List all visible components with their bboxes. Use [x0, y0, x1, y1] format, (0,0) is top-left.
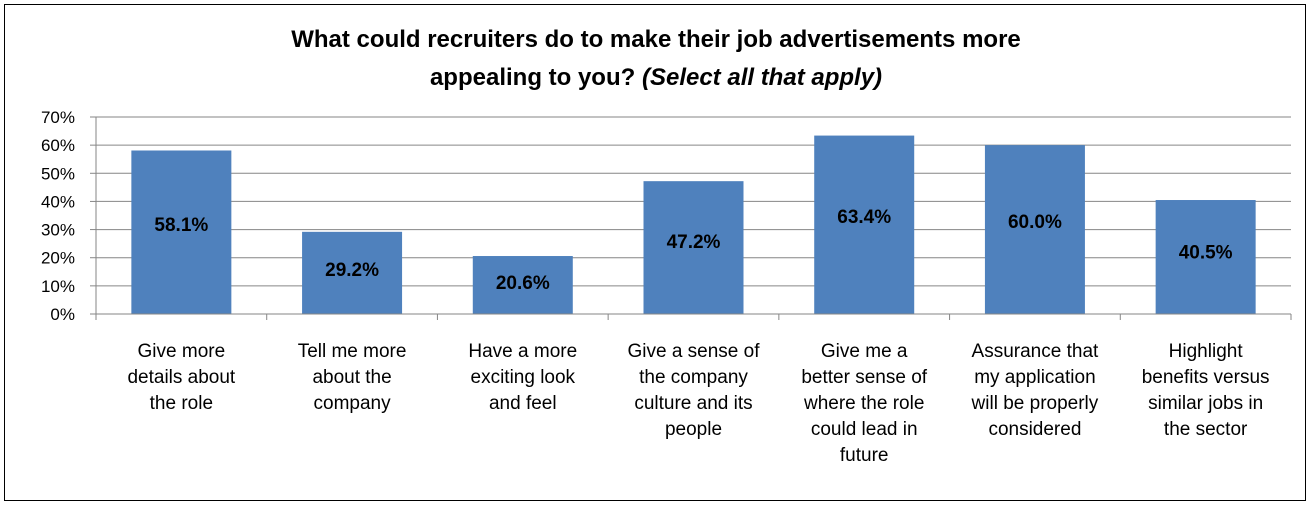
bar	[814, 135, 915, 314]
x-category-label: and feel	[489, 393, 557, 414]
y-tick-label: 50%	[41, 164, 75, 183]
x-category-label: the company	[639, 367, 748, 388]
x-category-label: Give more	[138, 341, 226, 362]
x-category-label: future	[840, 445, 889, 466]
chart-title-line-2: appealing to you? (Select all that apply…	[430, 64, 882, 91]
x-category-label: benefits versus	[1142, 367, 1270, 388]
data-label: 60.0%	[1008, 212, 1062, 233]
x-category-label: Have a more	[468, 341, 577, 362]
data-label: 29.2%	[325, 260, 379, 281]
y-tick-label: 40%	[41, 192, 75, 211]
bar	[302, 231, 403, 314]
x-category-label: Give me a	[821, 341, 908, 362]
x-category-label: my application	[974, 367, 1095, 388]
y-tick-label: 60%	[41, 136, 75, 155]
chart-svg: What could recruiters do to make their j…	[41, 26, 1292, 466]
chart-subtitle: (Select all that apply)	[642, 64, 882, 91]
data-label: 47.2%	[667, 232, 721, 253]
bar	[643, 181, 744, 314]
chart-frame: What could recruiters do to make their j…	[4, 4, 1306, 501]
x-category-label: similar jobs in	[1148, 393, 1263, 414]
chart-title: What could recruiters do to make their j…	[291, 26, 1021, 91]
x-category-label: details about	[127, 367, 235, 388]
x-category-label: about the	[312, 367, 391, 388]
data-label: 58.1%	[154, 215, 208, 236]
x-category-label: Tell me more	[298, 341, 407, 362]
y-tick-label: 70%	[41, 108, 75, 127]
x-category-label: people	[665, 419, 722, 440]
bar	[1155, 200, 1256, 314]
data-label: 63.4%	[837, 207, 891, 228]
x-axis-category-labels: Give more details about the role Tell me mo…	[127, 341, 1269, 466]
x-category-label: will be properly	[971, 393, 1099, 414]
y-tick-label: 0%	[50, 305, 75, 324]
x-category-label: culture and its	[634, 393, 752, 414]
data-labels: 58.1% 29.2% 20.6% 47.2% 63.4% 60.0% 40.5%	[154, 207, 1232, 294]
bars	[131, 135, 1256, 314]
axes	[95, 117, 1291, 320]
x-category-label: the sector	[1164, 419, 1248, 440]
x-category-label: Give a sense of	[627, 341, 760, 362]
x-category-label: considered	[988, 419, 1081, 440]
chart-title-main-span: appealing to you?	[430, 64, 642, 91]
x-category-label: company	[314, 393, 392, 414]
x-category-label: better sense of	[801, 367, 927, 388]
bar	[472, 256, 573, 314]
bar	[984, 145, 1085, 314]
y-tick-label: 10%	[41, 277, 75, 296]
chart-title-line-1: What could recruiters do to make their j…	[291, 26, 1021, 53]
x-category-label: could lead in	[811, 419, 918, 440]
x-category-label: Highlight	[1169, 341, 1244, 362]
bar	[131, 150, 232, 314]
data-label: 20.6%	[496, 273, 550, 294]
x-category-label: where the role	[803, 393, 924, 414]
x-category-label: the role	[150, 393, 213, 414]
y-tick-label: 30%	[41, 221, 75, 240]
data-label: 40.5%	[1179, 242, 1233, 263]
y-tick-label: 20%	[41, 249, 75, 268]
x-category-label: exciting look	[471, 367, 576, 388]
x-category-label: Assurance that	[972, 341, 1099, 362]
y-axis-tick-labels: 0% 10% 20% 30% 40% 50% 60% 70%	[41, 108, 75, 324]
